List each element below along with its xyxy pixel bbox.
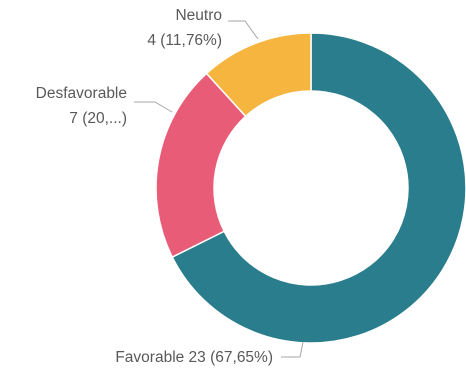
leader-line-favorable: [281, 341, 304, 358]
data-label-favorable: Favorable 23 (67,65%): [115, 349, 273, 366]
leader-line-desfavorable: [134, 101, 173, 113]
data-label-desfavorable-name: Desfavorable: [36, 85, 127, 102]
slice-favorable: [171, 32, 466, 344]
donut-slices: [155, 32, 466, 344]
data-label-neutro-value: 4 (11,76%): [147, 32, 222, 49]
leader-line-neutro: [228, 20, 259, 40]
data-label-neutro-name: Neutro: [175, 7, 222, 24]
slice-neutro: [205, 32, 312, 118]
data-label-desfavorable-value: 7 (20,...): [69, 110, 127, 127]
